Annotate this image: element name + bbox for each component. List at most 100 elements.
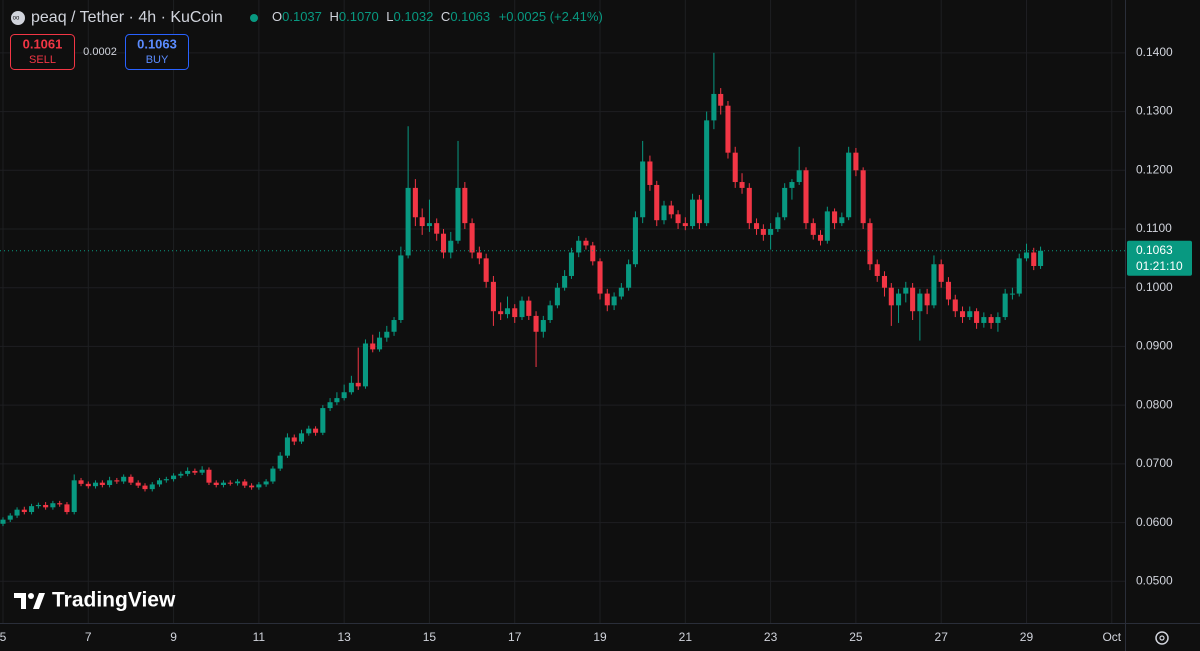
sell-label[interactable]: SELL (29, 54, 56, 66)
high: 0.1070 (339, 9, 379, 24)
ohlc: O0.1037 H0.1070 L0.1032 C0.1063 +0.0025 … (272, 9, 603, 24)
candle-body (768, 229, 774, 235)
candle-body (121, 476, 127, 482)
candle-body (92, 482, 99, 487)
candle-body (0, 519, 6, 524)
candle-body (398, 255, 404, 321)
candle-body (249, 485, 255, 488)
candle-body (21, 509, 27, 513)
y-tick-label: 0.0800 (1136, 397, 1173, 411)
symbol-logo-mark: oo (13, 16, 20, 22)
candles (0, 52, 1125, 527)
settings-gear[interactable] (1155, 631, 1169, 645)
x-tick-label: 15 (423, 630, 437, 644)
y-tick-label: 0.1000 (1136, 280, 1173, 294)
market-status[interactable] (250, 14, 258, 22)
candle-body (462, 187, 468, 224)
symbol[interactable]: peaq / Tether · 4h · KuCoin (31, 9, 223, 26)
candle-body (682, 223, 688, 227)
last-price-box (1127, 240, 1192, 276)
candle-body (107, 480, 113, 486)
candle-body (135, 482, 141, 486)
candle-body (995, 317, 1001, 323)
watermark: TradingView (52, 589, 176, 612)
y-tick-label: 0.1200 (1136, 162, 1173, 176)
candle-body (910, 287, 916, 312)
candle-body (235, 481, 241, 484)
y-tick-label: 0.0500 (1136, 573, 1173, 587)
settings-hub[interactable] (1159, 635, 1165, 641)
close: 0.1063 (450, 9, 490, 24)
candle-body (71, 480, 77, 513)
l-label: L (386, 9, 393, 24)
candle-body (796, 170, 802, 183)
candle-body (1031, 252, 1037, 266)
candle-body (590, 245, 596, 262)
candle-body (469, 223, 475, 253)
candle-body (874, 264, 880, 276)
y-tick-label: 0.1400 (1136, 45, 1173, 59)
candle-body (725, 105, 731, 153)
candle-body (696, 199, 702, 224)
y-tick-label: 0.0600 (1136, 515, 1173, 529)
x-tick-label: 27 (935, 630, 949, 644)
candle-body (853, 152, 859, 171)
candle-body (597, 261, 603, 294)
sell-box[interactable] (10, 34, 75, 70)
candle-body (832, 211, 838, 224)
candle-body (313, 428, 319, 433)
candle-body (355, 382, 361, 387)
sell-button[interactable]: 0.1061 SELL (10, 34, 75, 70)
candle-body (43, 504, 49, 508)
candle-body (618, 287, 624, 297)
candle-body (967, 311, 973, 318)
candle-body (611, 296, 617, 306)
candle-body (711, 93, 717, 121)
x-tick-label: 9 (170, 630, 177, 644)
settings-button[interactable] (1155, 631, 1169, 645)
x-tick-label: 21 (679, 630, 693, 644)
candle-body (263, 481, 269, 485)
candle-body (533, 315, 539, 332)
buy-button[interactable]: 0.1063 BUY (125, 34, 189, 70)
candle-body (782, 187, 788, 218)
candle-body (568, 252, 574, 276)
candle-body (739, 182, 745, 188)
buy-price[interactable]: 0.1063 (137, 36, 177, 51)
candle-body (490, 281, 496, 312)
candle-body (789, 182, 795, 188)
watermark-logo (14, 593, 45, 609)
candle-body (519, 300, 525, 318)
candle-body (675, 214, 681, 224)
candle-body (78, 480, 84, 484)
candle-body (50, 503, 56, 508)
buy-label[interactable]: BUY (146, 54, 169, 66)
y-tick-label: 0.0900 (1136, 339, 1173, 353)
candle-body (846, 152, 852, 218)
candle-body (256, 484, 262, 488)
candle-body (213, 482, 219, 486)
x-tick-label: 13 (337, 630, 351, 644)
candle-body (924, 293, 930, 306)
logo-slash (33, 593, 45, 609)
candle-body (220, 482, 227, 486)
candle-body (704, 120, 710, 224)
candle-body (504, 308, 511, 315)
candle-body (384, 331, 390, 338)
candle-body (99, 482, 105, 486)
candle-body (867, 223, 873, 265)
candle-body (1002, 293, 1008, 318)
candle-body (341, 392, 347, 399)
candle-body (327, 402, 333, 409)
candle-body (377, 337, 383, 350)
x-tick-label: 11 (253, 630, 266, 644)
candle-body (888, 287, 894, 306)
candle-body (640, 161, 646, 218)
sell-price[interactable]: 0.1061 (23, 36, 63, 51)
candle-body (604, 293, 610, 306)
candle-body (760, 229, 766, 235)
candle-body (1038, 250, 1044, 266)
candle-body (839, 217, 845, 224)
logo-dot (28, 593, 34, 599)
buy-box[interactable] (125, 34, 189, 70)
